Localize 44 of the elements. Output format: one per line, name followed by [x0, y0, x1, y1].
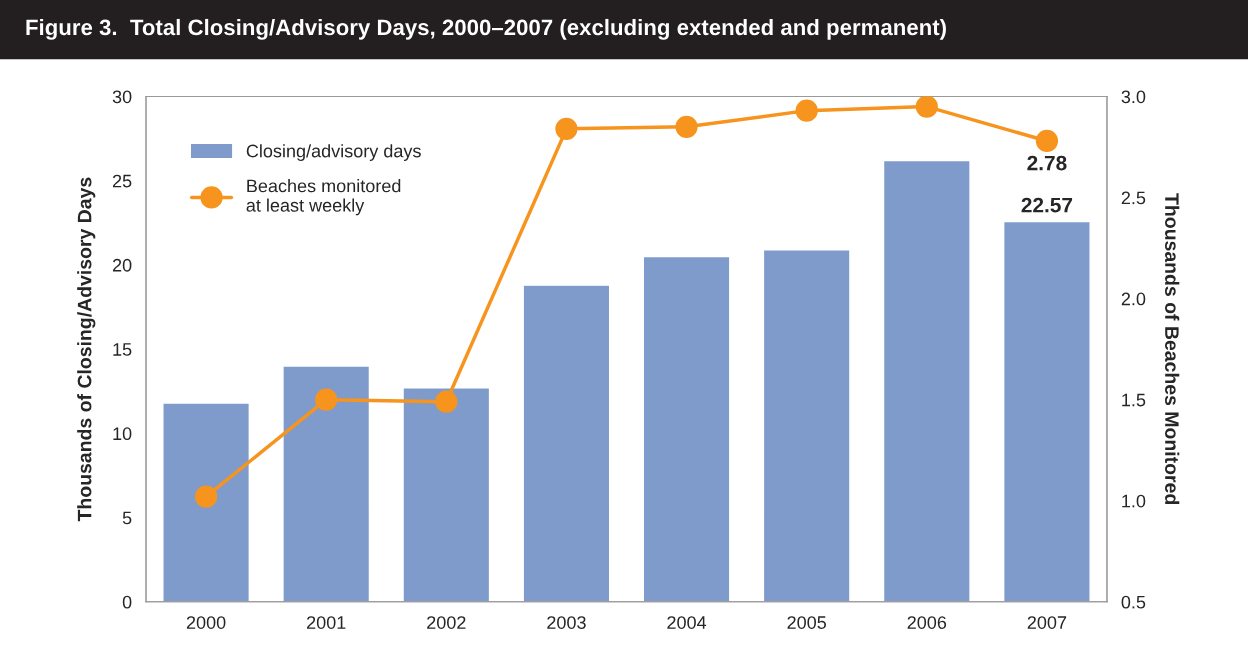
point [194, 485, 218, 508]
point [315, 388, 338, 411]
legend-label: Beaches monitored at least weekly [246, 179, 401, 216]
x-tick-label: 2006 [907, 616, 947, 629]
y-tick-label: 20 [112, 258, 132, 272]
y-axis-title: Thousands of Closing/Advisory Days [77, 177, 96, 522]
point [1035, 129, 1059, 153]
y2-tick-label: 2.0 [1121, 292, 1146, 306]
x-tick-label: 2003 [547, 616, 586, 629]
y-tick-label: 10 [113, 427, 132, 441]
y2-axis-title: Thousands of Beaches Monitored [1165, 193, 1180, 504]
bar [162, 402, 251, 602]
y2-tick-label: 1.0 [1122, 494, 1146, 508]
y-tick-label: 0 [122, 595, 132, 609]
bar [882, 159, 971, 602]
y-tick-label: 15 [113, 343, 132, 356]
chart-title: Figure 3. Total Closing/Advisory Days, 2000–2007 (excluding extended and permanent) [26, 18, 946, 40]
x-tick-label: 2007 [1027, 616, 1067, 629]
y2-tick-label: 2.5 [1121, 191, 1146, 205]
y2-tick-label: 1.5 [1122, 393, 1146, 407]
bar [282, 365, 371, 602]
y-tick-label: 5 [122, 511, 132, 525]
y2-tick-label: 3.0 [1121, 90, 1146, 104]
x-tick-label: 2002 [427, 616, 466, 629]
y-tick-label: 25 [112, 174, 132, 188]
point [555, 117, 578, 140]
bar [402, 387, 491, 602]
x-tick-label: 2005 [787, 616, 826, 629]
bar [1002, 220, 1091, 602]
y2-tick-label: 0.5 [1121, 595, 1146, 609]
x-tick-label: 2000 [186, 616, 226, 629]
x-tick-label: 2004 [667, 616, 707, 629]
x-tick-label: 2001 [307, 616, 346, 629]
point [435, 390, 458, 413]
point [795, 99, 818, 122]
point [675, 115, 698, 138]
point [915, 96, 938, 118]
legend-label: Closing/advisory days [246, 144, 421, 161]
data-label: 22.57 [1021, 197, 1073, 213]
bar [522, 284, 611, 602]
bar [762, 249, 851, 602]
data-label: 2.78 [1027, 155, 1067, 171]
y-tick-label: 30 [112, 90, 132, 104]
bar [642, 255, 731, 602]
